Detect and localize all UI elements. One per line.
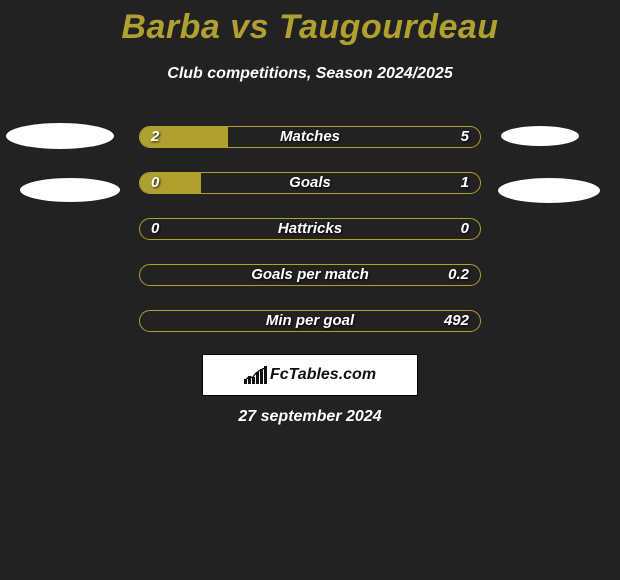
date-label: 27 september 2024 [0, 408, 620, 426]
stat-row: 00Hattricks [139, 218, 481, 240]
stat-row: 01Goals [139, 172, 481, 194]
stat-label: Goals per match [139, 264, 481, 286]
stat-label: Matches [139, 126, 481, 148]
stat-row: 0.2Goals per match [139, 264, 481, 286]
trend-line-icon [244, 368, 266, 382]
player-left-badge [6, 123, 114, 149]
stat-label: Hattricks [139, 218, 481, 240]
bar-chart-icon [244, 366, 266, 384]
stat-row: 25Matches [139, 126, 481, 148]
player-right-badge [498, 178, 600, 203]
site-logo-text: FcTables.com [270, 366, 376, 384]
site-logo: FcTables.com [202, 354, 418, 396]
stat-rows: 25Matches 01Goals 00Hattricks 0.2Goals per … [0, 126, 620, 356]
stat-label: Goals [139, 172, 481, 194]
stat-row: 492Min per goal [139, 310, 481, 332]
player-left-badge [20, 178, 120, 202]
stat-label: Min per goal [139, 310, 481, 332]
page-subtitle: Club competitions, Season 2024/2025 [0, 65, 620, 83]
page-title: Barba vs Taugourdeau [0, 0, 620, 47]
player-right-badge [501, 126, 579, 146]
